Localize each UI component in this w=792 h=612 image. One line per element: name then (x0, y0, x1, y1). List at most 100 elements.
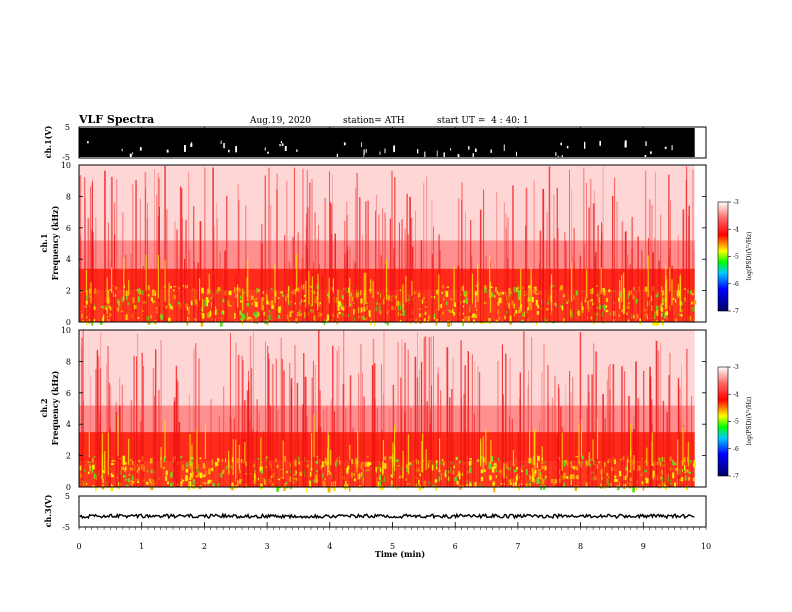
psd-speckle (408, 462, 412, 465)
psd-speckle (343, 287, 346, 290)
ch1-waveform-ylabel: ch.1(V) (43, 125, 53, 158)
sferic-streak (100, 332, 102, 487)
psd-speckle (399, 320, 402, 323)
psd-speckle (355, 289, 357, 293)
psd-speckle (464, 316, 467, 323)
psd-speckle (308, 312, 310, 315)
psd-speckle (612, 301, 615, 305)
sferic-streak (218, 416, 220, 487)
sferic-streak (182, 217, 183, 322)
sferic-flash (160, 446, 162, 468)
psd-speckle (297, 287, 300, 292)
psd-speckle (459, 460, 462, 464)
psd-speckle (299, 301, 301, 305)
psd-speckle (375, 302, 378, 305)
psd-speckle (598, 297, 600, 304)
psd-speckle (456, 456, 459, 460)
sferic-streak (281, 358, 283, 487)
sferic-streak (433, 336, 434, 487)
psd-speckle (551, 479, 554, 484)
sferic-streak (411, 246, 414, 322)
psd-speckle (123, 461, 126, 465)
sferic-flash (196, 428, 198, 469)
psd-speckle (467, 316, 470, 323)
sferic-streak (304, 376, 307, 487)
sferic-streak (527, 385, 529, 487)
sferic-streak (314, 364, 316, 487)
psd-speckle (644, 286, 648, 292)
colorbar-tick-label: -6 (733, 446, 739, 453)
psd-speckle (194, 299, 198, 305)
sferic-streak (119, 377, 121, 487)
psd-speckle (650, 295, 653, 302)
psd-speckle (440, 478, 442, 480)
sferic-streak (324, 198, 327, 322)
psd-speckle (606, 297, 608, 302)
sferic-flash (677, 439, 679, 475)
psd-speckle (188, 477, 192, 481)
psd-speckle (635, 298, 639, 304)
psd-speckle (531, 297, 534, 303)
psd-speckle (132, 297, 135, 304)
sferic-streak (80, 346, 82, 487)
psd-speckle (656, 322, 660, 326)
sferic-streak (423, 183, 425, 322)
psd-speckle (150, 481, 152, 484)
psd-speckle (560, 305, 563, 309)
sferic-flash (630, 449, 632, 473)
sferic-streak (470, 220, 472, 322)
sferic-streak (654, 172, 656, 322)
psd-speckle (427, 463, 429, 468)
psd-speckle (497, 309, 499, 315)
psd-speckle (202, 466, 206, 469)
sferic-flash (337, 289, 339, 307)
psd-speckle (581, 306, 584, 311)
sferic-flash (317, 291, 319, 311)
sferic-streak (682, 209, 685, 322)
sferic-flash (238, 444, 240, 471)
psd-speckle (254, 472, 256, 478)
sferic-streak (184, 258, 186, 322)
psd-speckle (204, 300, 207, 307)
psd-speckle (613, 478, 616, 482)
frequency-band (79, 330, 695, 406)
psd-speckle (276, 486, 280, 492)
psd-speckle (672, 297, 675, 301)
psd-speckle (390, 485, 394, 487)
psd-speckle (377, 292, 380, 295)
psd-speckle (466, 480, 468, 486)
sferic-streak (119, 405, 121, 487)
psd-speckle (353, 311, 355, 316)
psd-speckle (79, 310, 82, 313)
psd-speckle (584, 297, 587, 301)
sferic-streak (485, 256, 487, 322)
psd-speckle (95, 474, 97, 480)
sferic-flash (561, 432, 563, 471)
psd-speckle (290, 469, 292, 474)
sferic-streak (425, 267, 427, 322)
psd-speckle (209, 479, 213, 483)
psd-speckle (124, 466, 126, 472)
psd-speckle (303, 300, 307, 302)
psd-speckle (254, 301, 258, 308)
psd-speckle (652, 470, 655, 477)
psd-speckle (616, 485, 618, 488)
psd-speckle (518, 485, 521, 491)
sferic-streak (564, 232, 566, 322)
psd-speckle (645, 477, 647, 483)
sferic-streak (514, 270, 516, 322)
psd-speckle (338, 460, 341, 465)
psd-speckle (504, 315, 506, 320)
sferic-streak (633, 416, 635, 487)
psd-speckle (691, 301, 694, 305)
psd-speckle (539, 481, 541, 484)
psd-speckle (529, 474, 531, 481)
frequency-tick-label: 0 (66, 483, 71, 492)
psd-speckle (89, 465, 91, 472)
sferic-flash (647, 255, 649, 297)
psd-speckle (287, 303, 291, 306)
psd-speckle (83, 469, 86, 472)
psd-speckle (188, 481, 192, 487)
sferic-streak (269, 405, 272, 487)
sferic-flash (164, 419, 166, 458)
